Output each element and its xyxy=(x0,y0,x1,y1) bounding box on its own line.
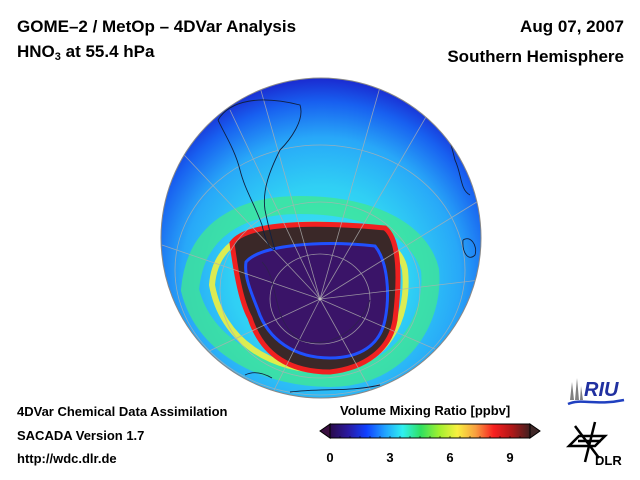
colorbar-tick-label: 6 xyxy=(446,450,454,465)
colorbar-tick-label: 9 xyxy=(506,450,514,465)
south-america-west-coast xyxy=(217,119,276,251)
colorbar-tick-marks xyxy=(329,436,531,438)
colorbar-title: Volume Mixing Ratio [ppbv] xyxy=(340,403,511,418)
dlr-emblem-icon xyxy=(565,421,609,463)
riu-logo: RIU xyxy=(567,378,625,406)
australia-coast xyxy=(289,384,381,393)
colorbar-under-arrow xyxy=(319,423,331,439)
region-label: Southern Hemisphere xyxy=(447,47,624,66)
footer-line1: 4DVar Chemical Data Assimilation xyxy=(17,404,228,419)
south-pole-marker xyxy=(318,297,322,301)
species-level: at 55.4 hPa xyxy=(60,42,155,61)
globe-content xyxy=(161,78,481,398)
colorbar-gradient xyxy=(329,423,531,439)
species-title: HNO3 at 55.4 hPa xyxy=(17,42,155,63)
colorbar-tick-label: 0 xyxy=(326,450,334,465)
colorbar xyxy=(319,423,541,439)
colorbar-tick-label: 3 xyxy=(386,450,394,465)
dlr-logo: DLR xyxy=(565,421,622,468)
graticule xyxy=(161,79,481,398)
coastlines xyxy=(217,99,477,393)
river-wave-icon xyxy=(567,398,625,406)
south-america-coast xyxy=(217,99,302,251)
title-line1: GOME–2 / MetOp – 4DVar Analysis xyxy=(17,17,297,36)
riu-text: RIU xyxy=(584,379,619,401)
madagascar-coast xyxy=(462,238,477,258)
footer-url[interactable]: http://wdc.dlr.de xyxy=(17,451,117,466)
cathedral-icon xyxy=(570,378,583,400)
footer-line2: SACADA Version 1.7 xyxy=(17,428,145,443)
dlr-text: DLR xyxy=(595,453,622,468)
species-main: HNO xyxy=(17,42,55,61)
antarctica-coast xyxy=(261,261,371,344)
new-zealand-coast xyxy=(244,372,273,379)
date-label: Aug 07, 2007 xyxy=(520,17,624,36)
colorbar-over-arrow xyxy=(529,423,541,439)
species-subscript: 3 xyxy=(54,51,61,63)
green-band xyxy=(180,195,440,388)
globe-outline xyxy=(160,77,482,399)
